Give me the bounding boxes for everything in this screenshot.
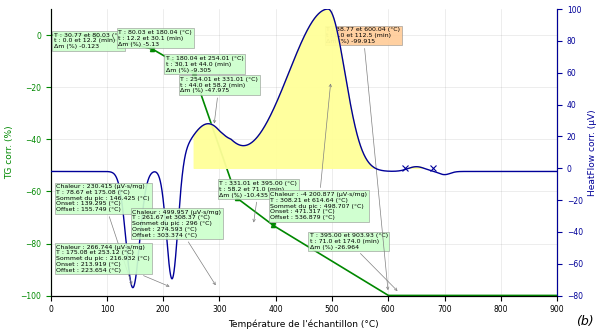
Text: T : 80.03 et 180.04 (°C)
t : 12.2 et 30.1 (min)
Δm (%) -5.13: T : 80.03 et 180.04 (°C) t : 12.2 et 30.… bbox=[118, 30, 192, 47]
Y-axis label: TG corr. (%): TG corr. (%) bbox=[5, 126, 14, 179]
Text: Chaleur : 230.415 (µV·s/mg)
T : 78.67 et 175.08 (°C)
Sommet du pic : 146.425 (°C: Chaleur : 230.415 (µV·s/mg) T : 78.67 et… bbox=[56, 184, 150, 284]
Text: T : 254.01 et 331.01 (°C)
t : 44.0 et 58.2 (min)
Δm (%) -47.975: T : 254.01 et 331.01 (°C) t : 44.0 et 58… bbox=[180, 77, 258, 123]
Text: (b): (b) bbox=[576, 315, 594, 328]
Text: Chaleur : -4 200.877 (µV·s/mg)
T : 308.21 et 614.64 (°C)
Sommet du pic : 498.707: Chaleur : -4 200.877 (µV·s/mg) T : 308.2… bbox=[270, 84, 367, 220]
Text: T : 395.00 et 903.93 (°C)
t : 71.0 et 174.0 (min)
Δm (%) -26.964: T : 395.00 et 903.93 (°C) t : 71.0 et 17… bbox=[309, 233, 397, 290]
Text: T : 331.01 et 395.00 (°C)
t : 58.2 et 71.0 (min)
Δm (%) -10.435: T : 331.01 et 395.00 (°C) t : 58.2 et 71… bbox=[219, 181, 297, 222]
Text: T : 30.77 et 80.03 (°C)
t : 0.0 et 12.2 (min)
Δm (%) -0.123: T : 30.77 et 80.03 (°C) t : 0.0 et 12.2 … bbox=[54, 32, 124, 49]
Text: T : 180.04 et 254.01 (°C)
t : 30.1 et 44.0 (min)
Δm (%) -9.305: T : 180.04 et 254.01 (°C) t : 30.1 et 44… bbox=[166, 56, 244, 73]
Text: T : 38.77 et 600.04 (°C)
t : 0.0 et 112.5 (min)
Δm (%) -99.915: T : 38.77 et 600.04 (°C) t : 0.0 et 112.… bbox=[326, 27, 400, 289]
Text: Chaleur : 499.957 (µV·s/mg)
T : 261.67 et 308.37 (°C)
Sommet du pic : 296 (°C)
O: Chaleur : 499.957 (µV·s/mg) T : 261.67 e… bbox=[132, 210, 221, 285]
Y-axis label: HeatFlow corr. (µV): HeatFlow corr. (µV) bbox=[589, 109, 598, 196]
X-axis label: Température de l'échantillon (°C): Température de l'échantillon (°C) bbox=[229, 320, 379, 329]
Text: Chaleur : 266.744 (µV·s/mg)
T : 175.08 et 253.12 (°C)
Sommet du pic : 216.932 (°: Chaleur : 266.744 (µV·s/mg) T : 175.08 e… bbox=[56, 245, 169, 286]
